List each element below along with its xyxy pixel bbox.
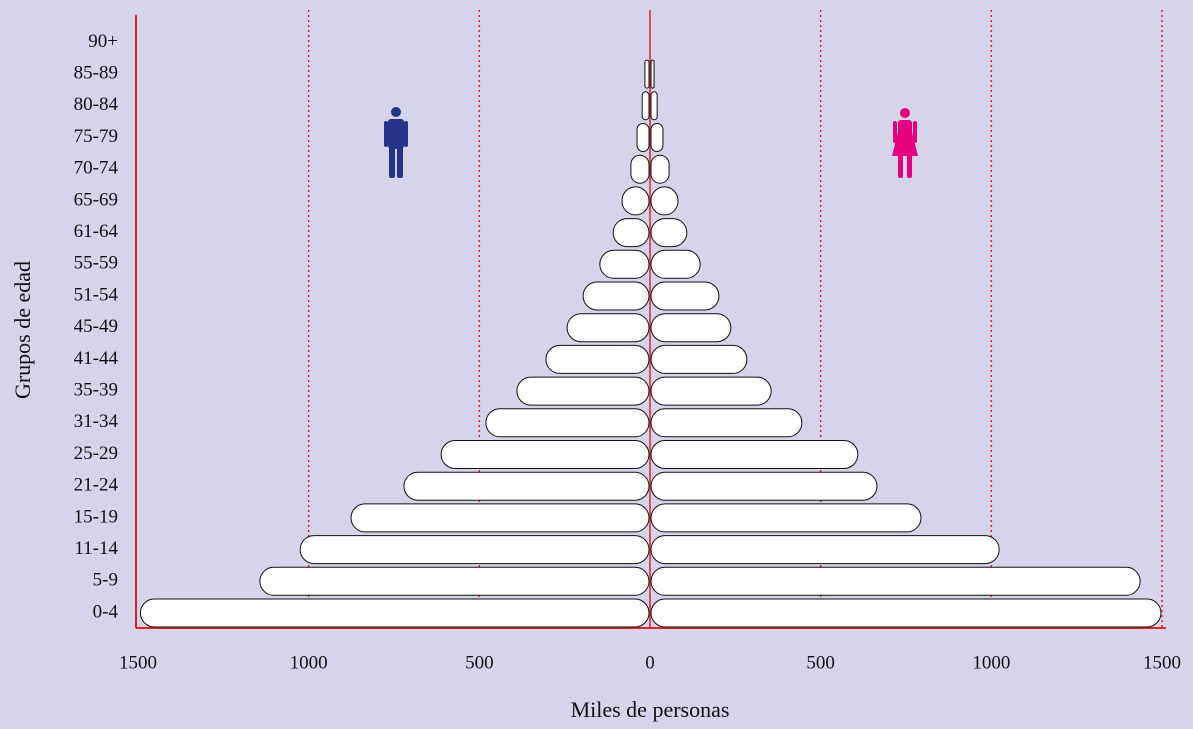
bar: [299, 535, 650, 565]
bar: [650, 503, 922, 533]
bar: [621, 186, 650, 216]
y-tick-label: 80-84: [74, 94, 119, 115]
y-tick-label: 41-44: [74, 348, 119, 369]
bar: [644, 59, 650, 89]
bar: [650, 376, 772, 406]
x-tick-label: 500: [806, 652, 835, 673]
y-tick-label: 61-64: [74, 221, 119, 242]
y-tick-label: 35-39: [74, 379, 118, 400]
bar: [485, 408, 650, 438]
bar: [139, 598, 650, 628]
y-tick-label: 0-4: [93, 601, 119, 622]
bar: [403, 471, 650, 501]
y-tick-label: 11-14: [74, 538, 118, 559]
bar: [650, 218, 688, 248]
x-tick-label: 1000: [290, 652, 328, 673]
x-axis-label: Miles de personas: [571, 697, 730, 722]
bar: [650, 186, 679, 216]
bar: [650, 59, 655, 89]
bar: [612, 218, 650, 248]
y-tick-label: 45-49: [74, 316, 118, 337]
bar: [641, 91, 650, 121]
y-tick-label: 90+: [88, 31, 118, 52]
x-tick-label: 0: [645, 652, 655, 673]
female-icon: [892, 108, 918, 178]
bar: [650, 440, 859, 469]
bar: [516, 376, 650, 406]
x-tick-label: 1500: [1143, 652, 1181, 673]
bar: [650, 598, 1162, 628]
bar: [650, 123, 664, 152]
y-tick-label: 15-19: [74, 506, 118, 527]
bar: [630, 154, 650, 184]
bar: [582, 281, 650, 311]
y-tick-label: 70-74: [74, 158, 119, 179]
bar: [650, 408, 803, 438]
y-tick-label: 31-34: [74, 411, 119, 432]
bar: [545, 344, 650, 374]
y-tick-label: 51-54: [74, 284, 119, 305]
x-tick-label: 500: [465, 652, 494, 673]
y-tick-label: 21-24: [74, 475, 119, 496]
y-tick-label: 25-29: [74, 443, 118, 464]
bar: [440, 440, 650, 469]
bar: [650, 249, 701, 279]
bar: [350, 503, 650, 533]
bar: [636, 123, 650, 152]
y-tick-label: 55-59: [74, 253, 118, 274]
y-tick-label: 65-69: [74, 189, 118, 210]
bar: [650, 313, 732, 343]
bar: [259, 566, 650, 596]
x-tick-label: 1500: [119, 652, 157, 673]
bar: [650, 154, 670, 184]
y-axis-label: Grupos de edad: [10, 261, 35, 399]
y-tick-label: 75-79: [74, 126, 118, 147]
bar: [650, 91, 658, 121]
bar: [650, 344, 748, 374]
bar: [650, 471, 878, 501]
y-tick-label: 5-9: [93, 570, 118, 591]
bar: [650, 566, 1141, 596]
bar: [566, 313, 650, 343]
bar: [650, 281, 720, 311]
x-tick-label: 1000: [972, 652, 1010, 673]
bar: [599, 249, 650, 279]
bar: [650, 535, 1000, 565]
male-icon: [384, 107, 408, 178]
y-tick-label: 85-89: [74, 62, 118, 83]
